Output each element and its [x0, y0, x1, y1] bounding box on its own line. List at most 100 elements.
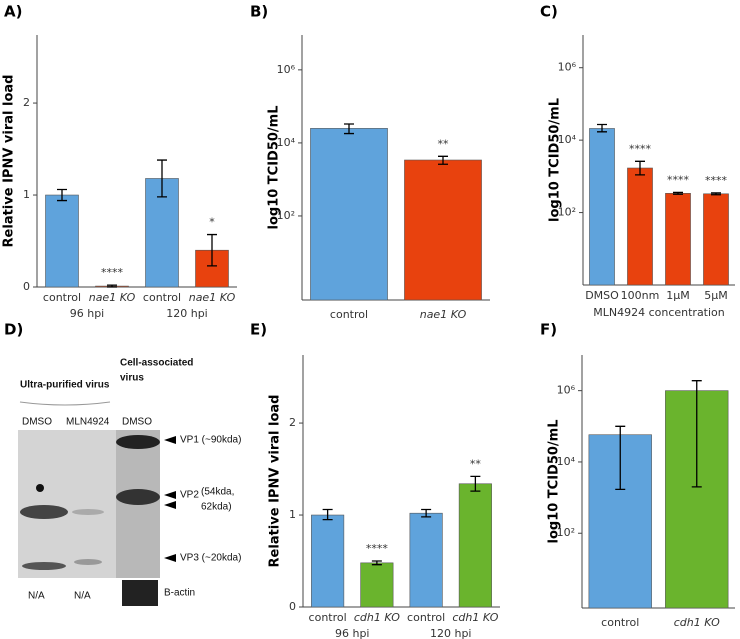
panel-label: C)	[540, 3, 558, 21]
y-tick-label: 10²	[277, 209, 295, 222]
band-label: VP2	[180, 490, 199, 501]
significance: ****	[366, 542, 389, 555]
lane-label: MLN4924	[66, 417, 110, 428]
y-axis-label: Relative IPNV viral load	[2, 75, 17, 248]
bar	[409, 512, 443, 608]
bar	[311, 514, 345, 608]
y-tick-label: 10⁴	[558, 133, 577, 146]
panel-label: A)	[4, 3, 22, 21]
x-axis-label: MLN4924 concentration	[593, 306, 725, 319]
error-bar	[207, 233, 217, 267]
bar	[45, 194, 79, 288]
band	[72, 509, 104, 515]
error-bar	[421, 508, 432, 518]
band	[116, 435, 160, 449]
y-tick-label: 10²	[557, 526, 575, 539]
y-axis-label: log10 TCID50/mL	[548, 98, 563, 222]
bar	[589, 128, 615, 286]
x-tick-label: control	[143, 291, 181, 304]
band	[36, 484, 44, 492]
x-tick-label: 1μM	[666, 289, 690, 302]
error-bar	[635, 160, 645, 176]
bar	[145, 178, 179, 288]
panel-label: B)	[250, 3, 268, 21]
significance: **	[438, 137, 450, 150]
group-label: 120 hpi	[430, 627, 472, 639]
significance: ****	[101, 266, 124, 279]
bar	[458, 483, 492, 608]
error-bar	[615, 425, 626, 491]
x-tick-label: control	[601, 616, 639, 629]
significance: ****	[705, 174, 728, 187]
footer-label: B-actin	[164, 588, 195, 599]
x-tick-label: nae1 KO	[89, 291, 136, 304]
x-tick-label: 100nm	[621, 289, 660, 302]
x-tick-label: cdh1 KO	[674, 616, 720, 629]
actin-band	[122, 580, 158, 606]
blot-group: Ultra-purified virus	[20, 380, 110, 391]
footer-label: N/A	[28, 591, 45, 602]
x-tick-label: control	[330, 308, 368, 321]
x-tick-label: control	[407, 611, 445, 624]
blot-group: Cell-associated	[120, 358, 193, 369]
x-tick-label: DMSO	[585, 289, 619, 302]
error-bar	[711, 192, 721, 196]
x-tick-label: nae1 KO	[420, 308, 467, 321]
bar	[627, 167, 653, 286]
y-tick-label: 0	[289, 600, 296, 613]
error-bar	[438, 155, 448, 165]
significance: **	[470, 457, 482, 470]
error-bar	[673, 191, 683, 195]
footer-label: N/A	[74, 591, 91, 602]
band	[74, 559, 102, 565]
bar	[310, 128, 388, 301]
x-tick-label: control	[309, 611, 347, 624]
y-tick-label: 10⁶	[558, 61, 577, 74]
y-tick-label: 2	[289, 416, 296, 429]
y-tick-label: 10⁴	[557, 455, 576, 468]
blot-group: virus	[120, 373, 144, 384]
y-tick-label: 10⁶	[277, 63, 296, 76]
y-tick-label: 1	[23, 188, 30, 201]
band-label: VP1 (~90kda)	[180, 435, 241, 446]
arrow	[164, 436, 176, 562]
error-bar	[470, 475, 481, 492]
bracket	[19, 401, 111, 406]
y-tick-label: 10⁴	[277, 136, 296, 149]
error-bar	[597, 123, 607, 133]
lane-label: DMSO	[122, 417, 152, 428]
group-label: 96 hpi	[70, 307, 105, 320]
group-label: 120 hpi	[166, 307, 208, 320]
x-tick-label: 5μM	[704, 289, 728, 302]
error-bar	[107, 284, 117, 288]
panel-label: E)	[250, 321, 267, 339]
panel-label: F)	[540, 321, 557, 339]
x-tick-label: cdh1 KO	[452, 611, 498, 624]
significance: *	[209, 216, 215, 229]
error-bar	[344, 123, 354, 135]
band	[116, 489, 160, 505]
band-label: (54kda,	[201, 487, 234, 498]
error-bar	[157, 159, 167, 198]
bar	[665, 193, 691, 286]
bar	[360, 562, 394, 608]
y-tick-label: 2	[23, 96, 30, 109]
error-bar	[322, 508, 333, 521]
y-tick-label: 10²	[558, 206, 576, 219]
error-bar	[691, 380, 702, 488]
bar	[703, 193, 729, 286]
error-bar	[57, 188, 67, 202]
y-tick-label: 0	[23, 280, 30, 293]
y-tick-label: 1	[289, 508, 296, 521]
error-bar	[371, 560, 382, 566]
x-tick-label: nae1 KO	[189, 291, 236, 304]
band	[22, 562, 66, 570]
band-label: VP3 (~20kda)	[180, 553, 241, 564]
panel-label: D)	[4, 321, 23, 339]
y-axis-label: Relative IPNV viral load	[268, 395, 283, 568]
band	[20, 505, 68, 519]
x-tick-label: control	[43, 291, 81, 304]
y-tick-label: 10⁶	[557, 384, 576, 397]
